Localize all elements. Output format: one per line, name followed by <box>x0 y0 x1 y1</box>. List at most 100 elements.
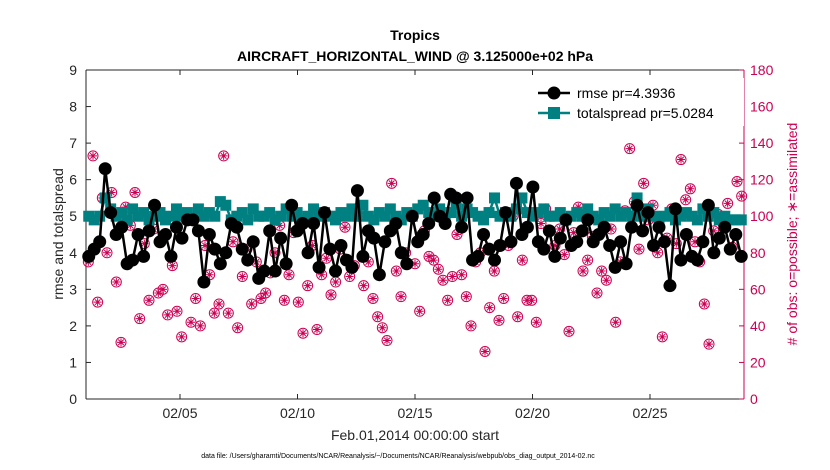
rmse-point <box>131 228 145 241</box>
rmse-point <box>279 257 293 271</box>
obs-assimilated-marker <box>513 312 522 321</box>
rmse-point <box>208 242 222 256</box>
obs-possible-marker <box>432 263 444 275</box>
rmse-point <box>405 209 419 223</box>
obs-assimilated-marker <box>453 230 461 239</box>
y-axis-label: rmse and totalspread <box>50 168 66 300</box>
obs-assimilated-marker <box>523 296 531 305</box>
obs-possible-marker <box>278 294 290 306</box>
y2-tick-label: 80 <box>750 245 766 261</box>
obs-assimilated-marker <box>89 151 97 160</box>
obs-possible-marker <box>134 313 146 325</box>
obs-assimilated-marker <box>257 294 265 303</box>
obs-assimilated-marker <box>490 267 499 276</box>
totalspread-point <box>593 214 605 226</box>
rmse-point <box>471 249 485 263</box>
totalspread-point <box>99 192 111 204</box>
y2-tick-label: 160 <box>750 99 774 115</box>
rmse-point <box>301 246 315 260</box>
obs-assimilated-marker <box>560 250 569 259</box>
obs-assimilated-marker <box>569 228 578 237</box>
obs-possible-marker <box>185 316 197 328</box>
obs-possible-marker <box>302 280 314 292</box>
totalspread-point <box>340 210 352 222</box>
obs-assimilated-marker <box>117 338 125 347</box>
obs-possible-marker <box>395 291 407 303</box>
rmse-point <box>690 253 704 267</box>
obs-assimilated-marker <box>583 256 592 265</box>
obs-possible-marker <box>582 254 594 266</box>
totalspread-point <box>582 203 594 215</box>
obs-assimilated-marker <box>425 252 433 261</box>
obs-assimilated-marker <box>537 219 545 228</box>
y-tick-label: 2 <box>69 318 77 334</box>
totalspread-point <box>538 203 550 215</box>
rmse-point <box>603 238 617 252</box>
rmse-point <box>175 231 189 245</box>
totalspread-point <box>697 203 709 215</box>
chart-title: Tropics <box>390 27 440 43</box>
legend-spread-marker <box>548 107 560 119</box>
totalspread-point <box>357 199 369 211</box>
rmse-point <box>241 253 255 267</box>
obs-possible-marker <box>703 338 715 350</box>
x-tick-label: 02/20 <box>515 405 550 421</box>
obs-assimilated-marker <box>653 248 662 257</box>
rmse-point <box>372 268 386 282</box>
obs-assimilated-marker <box>215 299 223 308</box>
obs-assimilated-marker <box>532 318 541 327</box>
totalspread-point <box>138 207 150 219</box>
rmse-point <box>707 246 721 260</box>
obs-assimilated-marker <box>163 310 172 319</box>
obs-assimilated-marker <box>285 270 293 279</box>
totalspread-point <box>445 207 457 219</box>
totalspread-point <box>275 210 287 222</box>
obs-assimilated-marker <box>173 307 181 316</box>
rmse-point <box>345 260 359 274</box>
obs-assimilated-marker <box>602 276 611 285</box>
obs-possible-marker <box>624 143 636 155</box>
rmse-point <box>230 220 244 234</box>
y-tick-label: 1 <box>69 354 77 370</box>
obs-possible-marker <box>115 336 127 348</box>
obs-assimilated-marker <box>672 239 681 248</box>
obs-assimilated-marker <box>177 332 186 341</box>
obs-assimilated-marker <box>322 254 331 263</box>
obs-assimilated-marker <box>597 267 606 276</box>
obs-possible-marker <box>386 177 398 189</box>
rmse-point <box>608 260 622 274</box>
obs-assimilated-marker <box>527 296 536 305</box>
y-tick-label: 8 <box>69 99 77 115</box>
totalspread-point <box>483 207 495 219</box>
obs-assimilated-marker <box>700 299 709 308</box>
obs-assimilated-marker <box>107 188 116 197</box>
x-tick-label: 02/10 <box>280 405 315 421</box>
totalspread-point <box>247 203 259 215</box>
legend: rmse pr=4.3936 totalspread pr=5.0284 <box>532 78 744 126</box>
rmse-point <box>679 228 693 241</box>
totalspread-point <box>368 214 380 226</box>
y-tick-label: 4 <box>69 245 77 261</box>
obs-possible-marker <box>460 291 472 303</box>
obs-assimilated-marker <box>551 241 559 250</box>
x-tick-label: 02/05 <box>162 405 197 421</box>
legend-rmse-label: rmse pr=4.3936 <box>577 85 676 101</box>
rmse-point <box>427 191 441 205</box>
rmse-point <box>164 249 178 263</box>
obs-assimilated-marker <box>635 245 643 254</box>
totalspread-point <box>94 210 106 222</box>
rmse-point <box>93 235 107 249</box>
obs-possible-marker <box>591 287 603 299</box>
y-tick-label: 9 <box>69 62 77 78</box>
totalspread-point <box>626 210 638 222</box>
obs-possible-marker <box>376 322 388 334</box>
obs-assimilated-marker <box>103 248 111 257</box>
y-tick-label: 6 <box>69 172 77 188</box>
obs-assimilated-marker <box>317 270 326 279</box>
obs-possible-marker <box>498 292 510 304</box>
rmse-point <box>142 224 156 238</box>
rmse-point <box>186 213 200 227</box>
rmse-point <box>559 213 573 227</box>
totalspread-point <box>691 214 703 226</box>
obs-assimilated-marker <box>565 327 573 336</box>
